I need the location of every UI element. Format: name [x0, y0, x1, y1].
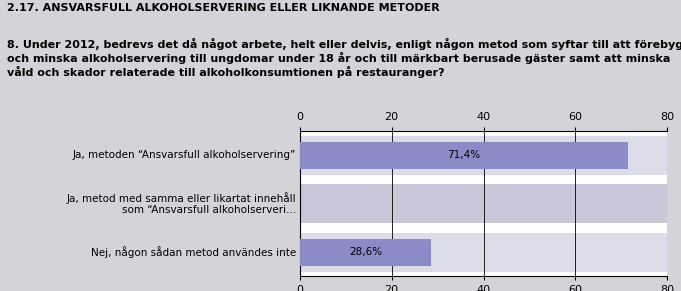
Text: Ja, metoden “Ansvarsfull alkoholservering”: Ja, metoden “Ansvarsfull alkoholserverin…: [73, 150, 296, 160]
Bar: [300, 136, 667, 175]
Text: Ja, metod med samma eller likartat innehåll
som “Ansvarsfull alkoholserveri...: Ja, metod med samma eller likartat inneh…: [67, 192, 296, 215]
Bar: [300, 142, 628, 168]
Text: 28,6%: 28,6%: [349, 247, 382, 257]
Text: 8. Under 2012, bedrevs det då något arbete, helt eller delvis, enligt någon meto: 8. Under 2012, bedrevs det då något arbe…: [7, 38, 681, 78]
Bar: [300, 233, 667, 272]
Text: 2.17. ANSVARSFULL ALKOHOLSERVERING ELLER LIKNANDE METODER: 2.17. ANSVARSFULL ALKOHOLSERVERING ELLER…: [7, 3, 439, 13]
Text: Nej, någon sådan metod användes inte: Nej, någon sådan metod användes inte: [91, 246, 296, 258]
Bar: [300, 184, 667, 223]
Bar: [300, 239, 431, 265]
Text: 71,4%: 71,4%: [447, 150, 480, 160]
